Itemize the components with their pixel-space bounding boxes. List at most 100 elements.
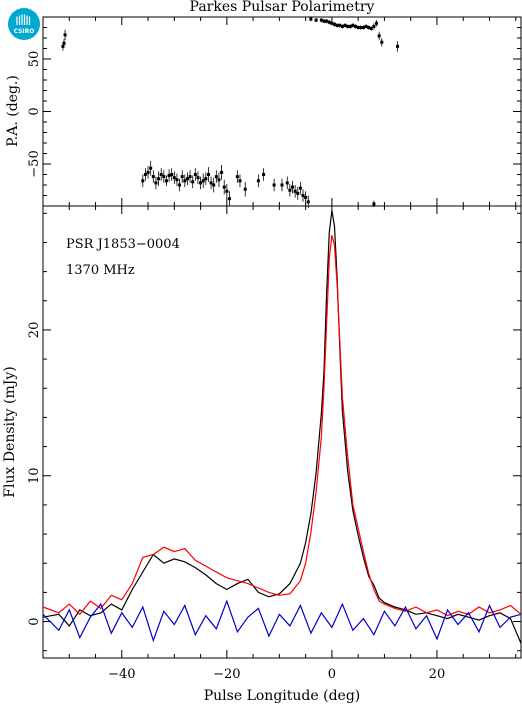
pa-point [335, 23, 339, 28]
pa-point [149, 160, 153, 176]
pa-point [359, 25, 363, 30]
pa-point [201, 173, 205, 189]
pa-point [272, 178, 276, 192]
x-tick-label: 20 [429, 667, 446, 682]
x-tick-label: −40 [108, 667, 135, 682]
pa-point [204, 172, 208, 185]
pa-point [185, 172, 189, 185]
y-tick-label: 10 [27, 467, 42, 484]
pa-point [141, 174, 145, 188]
pa-point [167, 169, 171, 182]
top-panel-ticks: −50 0 50 [27, 17, 521, 206]
y-tick-label: 0 [27, 617, 42, 625]
pa-point [309, 17, 313, 22]
pa-point [322, 19, 326, 24]
pa-point [356, 25, 360, 30]
chart-title: Parkes Pulsar Polarimetry [190, 0, 375, 15]
pa-point [375, 20, 379, 27]
pa-point [170, 168, 174, 181]
flux-axis-label: Flux Density (mJy) [2, 366, 18, 497]
pa-point [333, 22, 337, 27]
pa-point [325, 19, 329, 24]
pa-point [364, 24, 368, 29]
pa-point [327, 20, 331, 25]
y-tick-label: 0 [27, 107, 42, 115]
pa-point [288, 183, 292, 197]
pa-point [235, 170, 239, 183]
pa-point [340, 24, 344, 29]
pa-point [175, 173, 179, 187]
pa-point [159, 168, 163, 181]
pa-point [296, 187, 300, 200]
pa-point [346, 24, 350, 29]
pa-point [291, 180, 295, 194]
total-intensity-line [42, 210, 522, 644]
pa-point [354, 24, 358, 29]
pa-point [225, 183, 229, 199]
pa-point [298, 181, 302, 195]
pa-point [151, 170, 155, 183]
pa-point [146, 166, 150, 179]
pa-point [63, 29, 67, 41]
pa-point [319, 18, 323, 23]
pa-point [338, 23, 342, 28]
pa-point [206, 167, 210, 182]
pa-point [178, 178, 182, 192]
pa-point [220, 165, 224, 180]
bottom-panel-frame [42, 205, 522, 659]
y-tick-label: −50 [27, 150, 42, 177]
profile-series [42, 210, 522, 644]
pa-point [162, 170, 166, 183]
pa-point [343, 23, 347, 28]
pa-point [199, 176, 203, 190]
pa-series [61, 17, 400, 209]
x-tick-label: 0 [328, 667, 336, 682]
pa-point [367, 25, 371, 30]
pa-point [396, 41, 400, 52]
pa-point [262, 168, 266, 181]
y-tick-label: 20 [27, 322, 42, 339]
pa-point [196, 171, 200, 184]
pa-point [243, 181, 247, 197]
psr-name-label: PSR J1853−0004 [66, 237, 180, 252]
pa-point [172, 171, 176, 184]
pa-point [217, 172, 221, 188]
pa-point [304, 191, 308, 204]
pa-point [164, 175, 168, 187]
y-tick-label: 50 [27, 51, 42, 68]
pa-point [143, 168, 147, 181]
pa-point [183, 174, 187, 188]
pa-point [280, 178, 284, 192]
pa-point [193, 168, 197, 181]
top-panel-frame [42, 16, 522, 207]
pa-point [301, 189, 305, 202]
frequency-label: 1370 MHz [66, 263, 135, 278]
pa-point [222, 179, 226, 195]
bottom-panel-ticks: 0 10 20 −40 −20 0 20 [27, 206, 521, 682]
pa-point [157, 171, 161, 187]
pa-axis-label: P.A. (deg.) [5, 75, 21, 147]
pa-point [372, 23, 376, 30]
pa-point [348, 24, 352, 29]
pa-point [377, 31, 381, 41]
pa-point [361, 25, 365, 30]
pa-point [188, 170, 192, 183]
pa-point [293, 185, 297, 198]
pa-point [62, 39, 66, 48]
pa-point [238, 174, 242, 188]
pa-point [351, 23, 355, 28]
pa-point [256, 174, 260, 188]
longitude-axis-label: Pulse Longitude (deg) [204, 688, 361, 704]
pa-point [380, 38, 384, 47]
linear-polarization-line [42, 235, 522, 617]
csiro-logo: CSIRO [8, 8, 40, 40]
pa-point [285, 176, 289, 190]
pa-point [214, 170, 218, 183]
pa-point [191, 175, 195, 189]
pa-point [227, 191, 231, 206]
x-tick-label: −20 [213, 667, 240, 682]
circular-polarization-line [42, 599, 522, 643]
pa-point [212, 177, 216, 193]
pa-point [330, 21, 334, 26]
